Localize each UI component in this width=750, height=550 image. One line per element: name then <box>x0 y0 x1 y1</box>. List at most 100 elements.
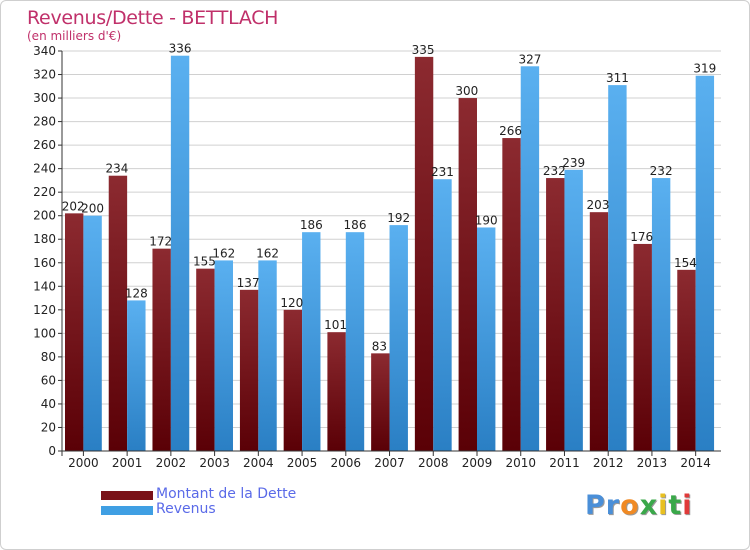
y-tick-label: 300 <box>33 91 56 105</box>
bar-debt <box>196 268 215 451</box>
bar-debt <box>546 178 565 451</box>
bar-debt <box>108 175 128 452</box>
bar-debt <box>65 213 84 451</box>
data-label: 335 <box>412 43 435 57</box>
x-tick-label: 2001 <box>112 456 143 470</box>
logo-letter: x <box>639 490 659 521</box>
y-axis-ticks: 0 20 40 60 80 100 120 140 160 180 200 220 240 260 280 3… <box>33 44 62 458</box>
bar-revenue <box>608 85 627 451</box>
x-tick-label: 2004 <box>243 456 274 470</box>
bar-revenue <box>389 225 408 451</box>
legend-swatch-debt <box>101 491 153 500</box>
logo-letter: t <box>668 490 683 521</box>
bar-revenue <box>651 178 671 451</box>
bar-revenue <box>258 260 277 451</box>
data-label: 162 <box>212 246 235 260</box>
data-label: 192 <box>387 211 410 225</box>
bar-debt <box>327 332 346 451</box>
data-label: 336 <box>169 42 192 56</box>
bar-debt <box>458 98 477 451</box>
data-label: 202 <box>62 199 85 213</box>
data-label: 234 <box>105 162 128 176</box>
x-tick-label: 2007 <box>374 456 405 470</box>
bar-revenue <box>433 179 452 451</box>
data-label: 200 <box>81 202 104 216</box>
y-tick-label: 280 <box>33 115 56 129</box>
legend-label-debt: Montant de la Dette <box>156 486 297 502</box>
bar-revenue <box>214 260 233 451</box>
data-label: 232 <box>543 164 566 178</box>
y-tick-label: 120 <box>33 303 56 317</box>
logo-letter: P <box>585 490 606 521</box>
logo-letter: i <box>658 490 669 521</box>
y-tick-label: 60 <box>41 373 56 387</box>
x-tick-label: 2009 <box>462 456 493 470</box>
y-tick-label: 180 <box>33 232 56 246</box>
data-label: 232 <box>650 164 673 178</box>
y-tick-label: 20 <box>41 420 56 434</box>
logo-letter: r <box>605 490 621 521</box>
bar-revenue <box>170 55 190 452</box>
bar-revenue <box>345 232 365 451</box>
data-label: 176 <box>630 230 653 244</box>
x-tick-label: 2002 <box>156 456 187 470</box>
bar-revenue <box>564 169 583 451</box>
x-tick-label: 2008 <box>418 456 449 470</box>
bar-debt <box>239 289 259 451</box>
data-label: 186 <box>344 218 367 232</box>
logo-letter: o <box>620 490 640 521</box>
y-tick-label: 240 <box>33 162 56 176</box>
data-label: 319 <box>693 62 716 76</box>
bar-revenue <box>520 66 540 451</box>
bar-debt <box>414 56 434 451</box>
data-label: 154 <box>674 256 697 270</box>
bar-revenue <box>477 227 496 451</box>
x-tick-label: 2013 <box>637 456 668 470</box>
y-tick-label: 320 <box>33 68 56 82</box>
y-tick-label: 160 <box>33 256 56 270</box>
proxiti-logo: Proxiti <box>585 490 693 521</box>
x-tick-label: 2005 <box>287 456 318 470</box>
data-label: 266 <box>499 124 522 138</box>
data-label: 231 <box>431 165 454 179</box>
data-label: 162 <box>256 246 279 260</box>
logo-letter: i <box>682 490 693 521</box>
y-tick-label: 140 <box>33 279 56 293</box>
bar-revenue <box>695 75 715 452</box>
legend-swatch-revenue <box>101 506 153 515</box>
y-tick-label: 260 <box>33 138 56 152</box>
y-tick-label: 40 <box>41 397 56 411</box>
x-axis-ticks: 2000 2001 2002 2003 2004 2005 2006 2007 2008 2009… <box>68 451 711 470</box>
data-label: 83 <box>372 339 387 353</box>
data-label: 186 <box>300 218 323 232</box>
chart-subtitle: (en milliers d'€) <box>27 29 122 43</box>
data-label: 327 <box>518 52 541 66</box>
x-tick-label: 2003 <box>199 456 230 470</box>
data-label: 101 <box>324 318 347 332</box>
bar-debt <box>371 353 390 451</box>
x-tick-label: 2006 <box>331 456 362 470</box>
data-label: 203 <box>587 198 610 212</box>
bar-debt <box>633 243 652 451</box>
bar-debt <box>152 248 171 451</box>
bar-debt <box>677 269 696 451</box>
x-tick-label: 2011 <box>549 456 580 470</box>
x-tick-label: 2012 <box>593 456 624 470</box>
bar-revenue <box>302 232 321 451</box>
bar-debt <box>283 309 303 451</box>
data-label: 190 <box>475 213 498 227</box>
bar-debt <box>502 138 521 451</box>
chart-title: Revenus/Dette - BETTLACH <box>27 7 279 29</box>
bar-revenue <box>127 300 146 451</box>
data-label: 137 <box>237 276 260 290</box>
bars <box>65 55 715 452</box>
data-labels: 2022002341281723361551621371621201861011… <box>62 42 717 354</box>
x-tick-label: 2000 <box>68 456 99 470</box>
bar-debt <box>589 212 609 451</box>
y-tick-label: 220 <box>33 185 56 199</box>
data-label: 155 <box>193 255 216 269</box>
data-label: 311 <box>606 71 629 85</box>
bar-revenue <box>83 215 102 451</box>
